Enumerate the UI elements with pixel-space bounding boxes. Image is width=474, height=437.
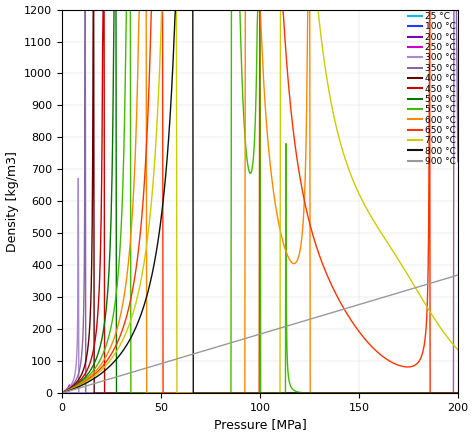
X-axis label: Pressure [MPa]: Pressure [MPa] [214,419,306,431]
Y-axis label: Density [kg/m3]: Density [kg/m3] [6,151,18,252]
Legend: 25 °C, 100 °C, 200 °C, 250 °C, 300 °C, 350 °C, 400 °C, 450 °C, 500 °C, 550 °C, 6: 25 °C, 100 °C, 200 °C, 250 °C, 300 °C, 3… [407,10,457,168]
